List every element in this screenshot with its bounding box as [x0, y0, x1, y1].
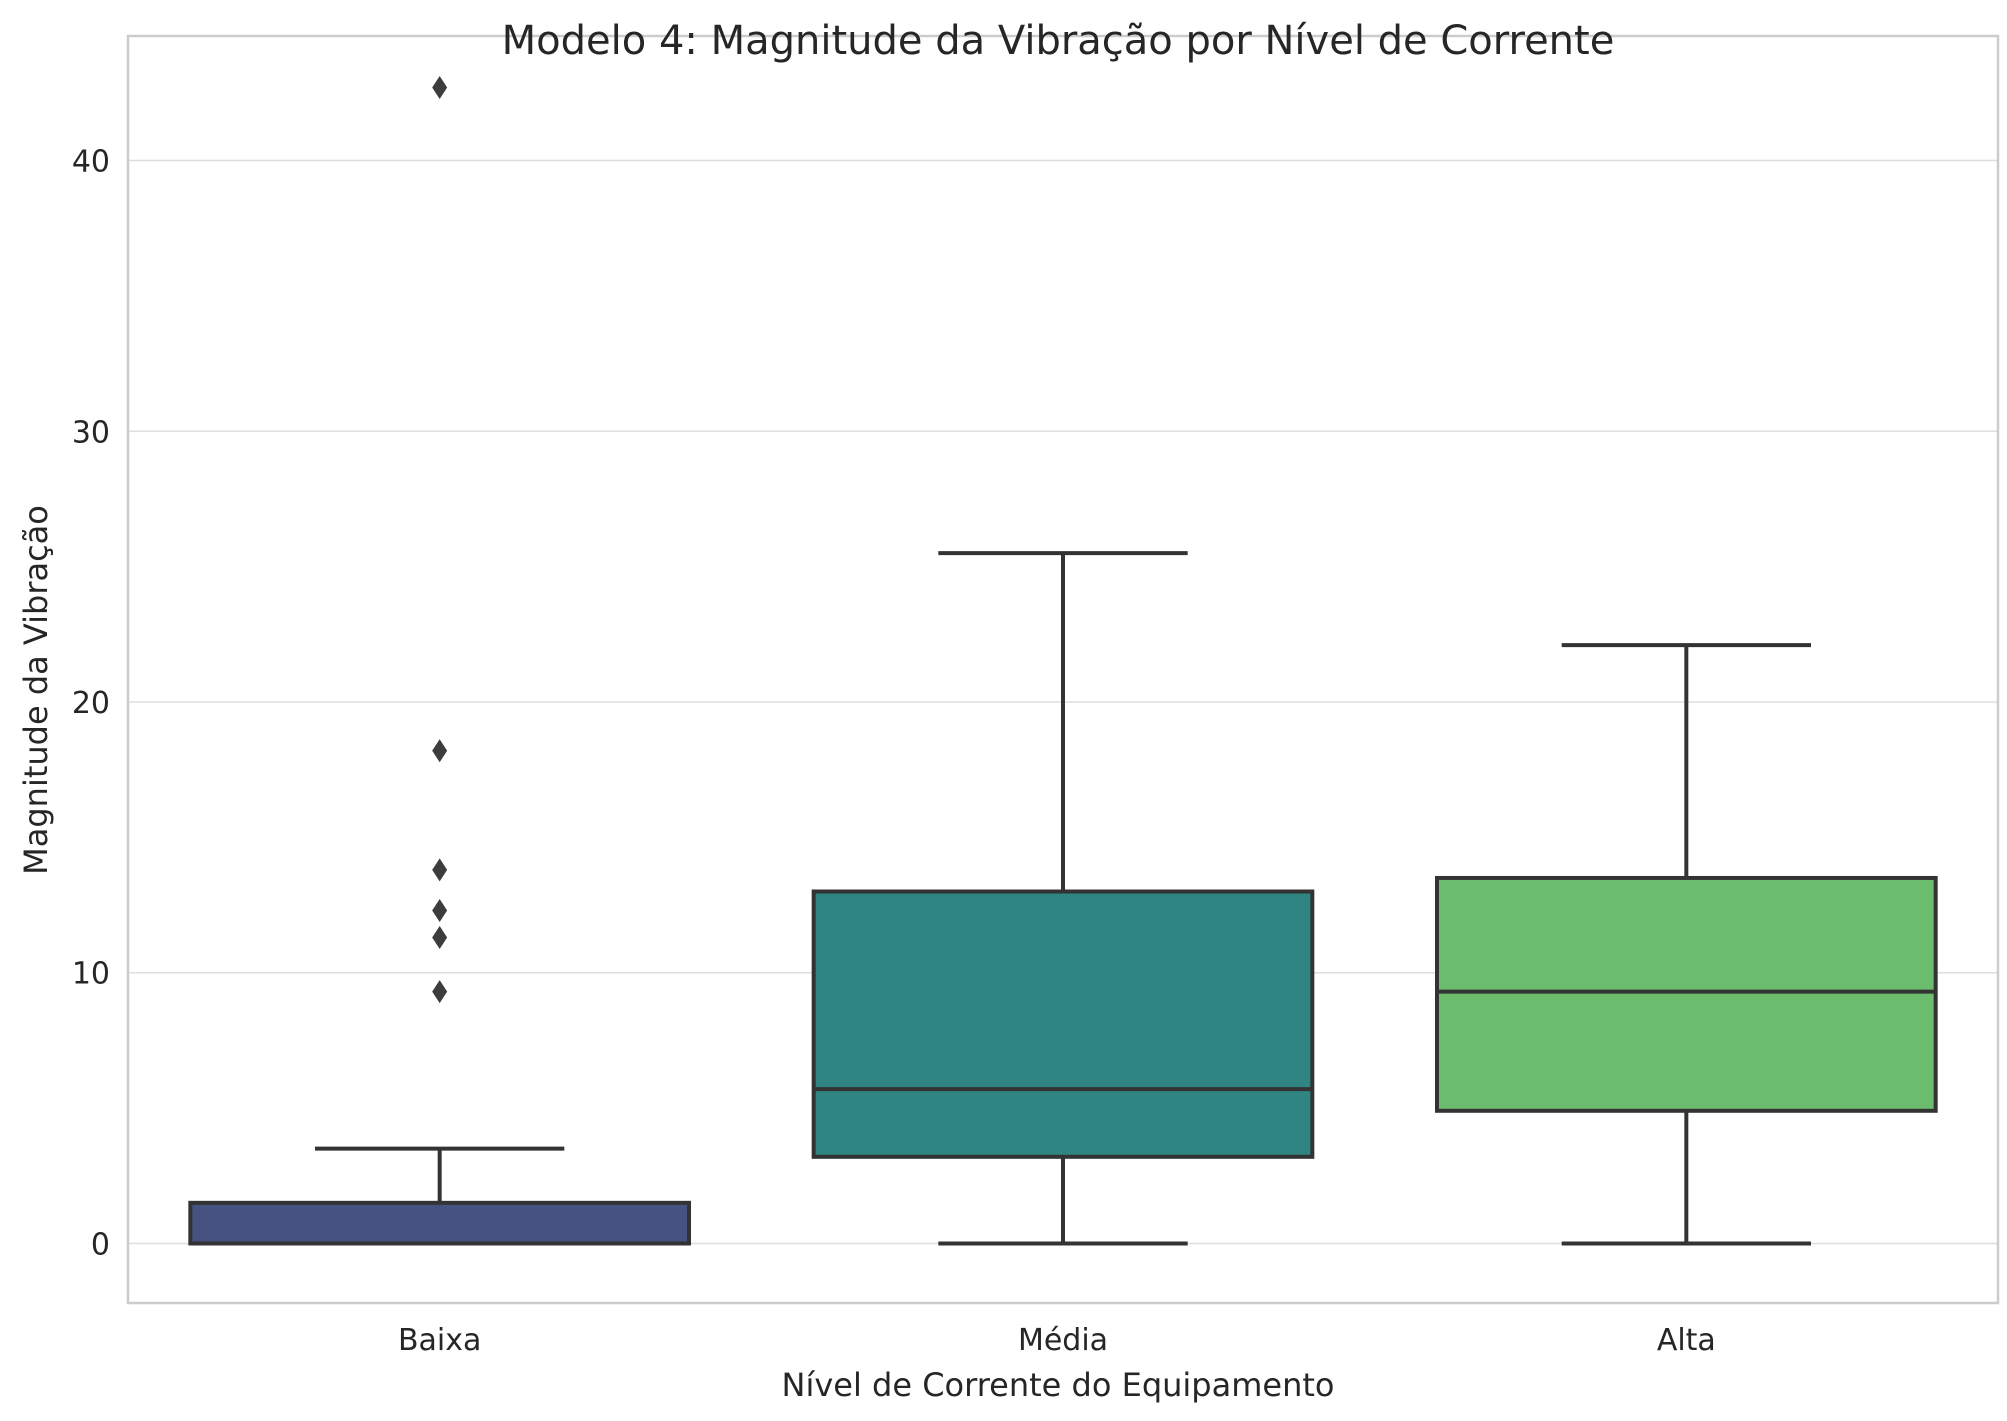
outlier-baixa-3 [432, 898, 448, 922]
y-tick-label-40: 40 [72, 145, 110, 180]
tick-labels: 0 10 20 30 40 Baixa Média Alta [72, 145, 1716, 1358]
box-group-baixa [188, 75, 691, 1246]
x-axis-label: Nível de Corrente do Equipamento [782, 1366, 1335, 1404]
y-axis-label: Magnitude da Vibração [17, 505, 55, 875]
y-tick-label-30: 30 [72, 415, 110, 450]
outlier-baixa-5 [432, 739, 448, 763]
outlier-baixa-6 [432, 75, 448, 99]
boxes [188, 75, 1938, 1246]
outlier-baixa-2 [432, 926, 448, 950]
x-tick-label-média: Média [1018, 1323, 1108, 1358]
x-tick-label-alta: Alta [1657, 1323, 1716, 1358]
box-baixa [188, 1200, 691, 1246]
box-group-média [811, 551, 1315, 1246]
box-alta [1435, 875, 1938, 1113]
outlier-baixa-1 [432, 980, 448, 1004]
plot-frame [126, 34, 2000, 1305]
y-tick-label-0: 0 [91, 1227, 110, 1262]
box-group-alta [1435, 643, 1938, 1246]
chart-title: Modelo 4: Magnitude da Vibração por Níve… [502, 18, 1615, 64]
y-tick-label-20: 20 [72, 686, 110, 721]
box-média [811, 889, 1315, 1159]
y-tick-label-10: 10 [72, 957, 110, 992]
outlier-baixa-4 [432, 858, 448, 882]
x-tick-label-baixa: Baixa [398, 1323, 481, 1358]
